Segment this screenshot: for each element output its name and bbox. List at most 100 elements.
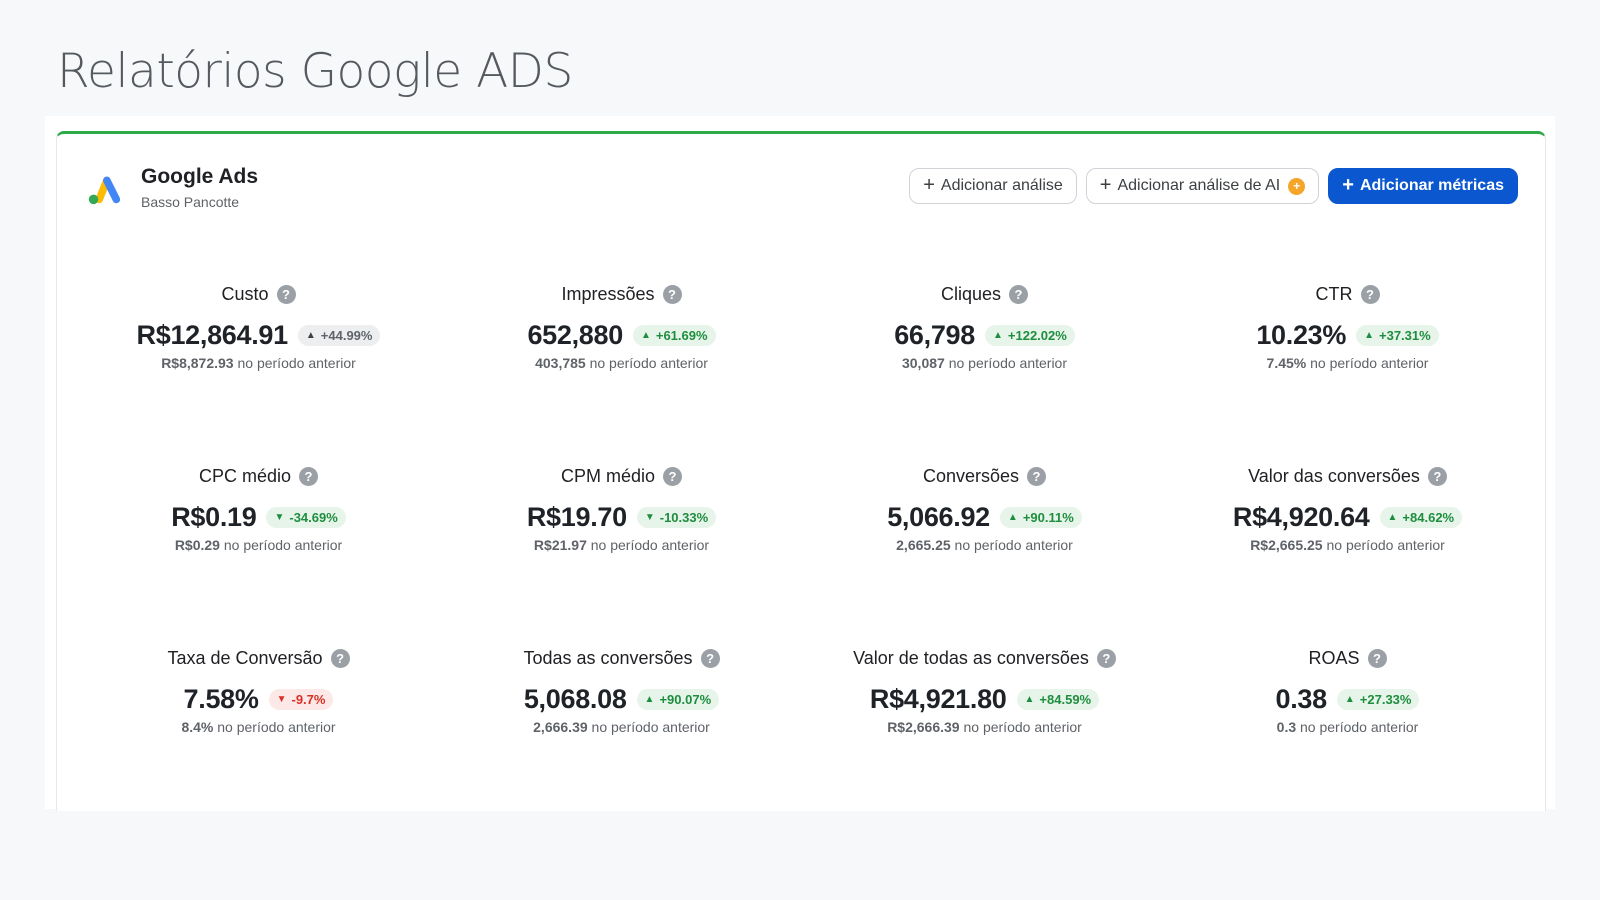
google-ads-logo-icon — [88, 176, 121, 205]
previous-value: R$2,665.25 — [1250, 537, 1323, 553]
card-header: Google Ads Basso Pancotte — [85, 164, 258, 212]
add-metrics-button[interactable]: + Adicionar métricas — [1328, 168, 1518, 204]
arrow-up-icon: ▲ — [1007, 511, 1018, 523]
metric-valor-conversoes: Valor das conversões? R$4,920.64 ▲ +84.62%… — [1166, 464, 1529, 646]
metric-label: Valor de todas as conversões — [853, 647, 1089, 668]
previous-suffix: no período anterior — [1326, 537, 1445, 553]
change-value: -9.7% — [291, 691, 326, 707]
previous-suffix: no período anterior — [589, 355, 708, 371]
action-bar: + Adicionar análise + Adicionar análise … — [909, 168, 1518, 204]
help-icon[interactable]: ? — [1096, 648, 1116, 668]
metric-label: Conversões — [922, 465, 1020, 486]
arrow-down-icon: ▼ — [276, 693, 287, 705]
previous-suffix: no período anterior — [1310, 355, 1429, 371]
change-value: -10.33% — [659, 509, 709, 525]
metric-label: Impressões — [561, 283, 655, 304]
previous-value: 8.4% — [181, 719, 214, 735]
metric-conversoes: Conversões? 5,066.92 ▲ +90.11% 2,665.25 no… — [803, 464, 1166, 646]
metric-value: R$4,920.64 — [1232, 501, 1370, 532]
previous-suffix: no período anterior — [217, 719, 336, 735]
metrics-grid: Custo? R$12,864.91 ▲ +44.99% R$8,872.93 no… — [77, 282, 1529, 828]
previous-value: 0.3 — [1276, 719, 1297, 735]
previous-suffix: no período anterior — [1300, 719, 1419, 735]
previous-suffix: no período anterior — [237, 355, 356, 371]
change-value: +84.59% — [1039, 691, 1092, 707]
metric-value: R$0.19 — [171, 501, 257, 532]
metric-value: 0.38 — [1275, 683, 1328, 714]
change-badge: ▼ -9.7% — [268, 688, 334, 710]
previous-value: R$21.97 — [533, 537, 587, 553]
previous-value: 403,785 — [535, 355, 586, 371]
previous-value: 2,665.25 — [896, 537, 951, 553]
help-icon[interactable]: ? — [1427, 466, 1447, 486]
help-icon[interactable]: ? — [299, 466, 319, 486]
help-icon[interactable]: ? — [1027, 466, 1047, 486]
arrow-up-icon: ▲ — [640, 329, 651, 341]
metric-label: CPC médio — [198, 465, 292, 486]
change-badge: ▲ +90.07% — [636, 688, 720, 710]
arrow-down-icon: ▼ — [644, 511, 655, 523]
help-icon[interactable]: ? — [662, 284, 682, 304]
previous-value: 7.45% — [1266, 355, 1307, 371]
change-badge: ▲ +37.31% — [1356, 324, 1439, 346]
change-badge: ▼ -34.69% — [266, 506, 346, 528]
previous-value: 2,666.39 — [533, 719, 588, 735]
metric-value: R$12,864.91 — [136, 319, 289, 350]
help-icon[interactable]: ? — [1367, 648, 1387, 668]
metric-value: 652,880 — [527, 319, 623, 350]
change-badge: ▲ +61.69% — [632, 324, 716, 346]
help-icon[interactable]: ? — [1009, 284, 1029, 304]
metric-todas-conversoes: Todas as conversões? 5,068.08 ▲ +90.07% 2,… — [440, 646, 803, 828]
metric-impressoes: Impressões? 652,880 ▲ +61.69% 403,785 no p… — [440, 282, 803, 464]
change-value: +90.11% — [1022, 509, 1074, 525]
metric-ctr: CTR? 10.23% ▲ +37.31% 7.45% no período ant… — [1166, 282, 1529, 464]
change-value: +84.62% — [1402, 509, 1455, 525]
add-metrics-label: Adicionar métricas — [1359, 177, 1504, 194]
add-ai-analysis-button[interactable]: + Adicionar análise de AI + — [1085, 168, 1320, 204]
add-ai-analysis-label: Adicionar análise de AI — [1117, 177, 1281, 194]
brand-title: Google Ads — [141, 165, 259, 188]
help-icon[interactable]: ? — [700, 648, 720, 668]
report-panel: Google Ads Basso Pancotte + Adicionar an… — [45, 116, 1555, 811]
metric-value: R$19.70 — [526, 501, 627, 532]
help-icon[interactable]: ? — [663, 466, 683, 486]
metric-value: 5,068.08 — [523, 683, 627, 714]
page-title: Relatórios Google ADS — [57, 44, 573, 99]
plus-icon: + — [923, 174, 935, 196]
metric-roas: ROAS? 0.38 ▲ +27.33% 0.3 no período anteri… — [1166, 646, 1529, 828]
previous-suffix: no período anterior — [954, 537, 1073, 553]
change-badge: ▲ +122.02% — [984, 324, 1075, 346]
change-value: +90.07% — [659, 691, 712, 707]
help-icon[interactable]: ? — [1360, 284, 1380, 304]
metric-label: Custo — [221, 283, 269, 304]
plus-icon: + — [1099, 174, 1112, 196]
metric-label: ROAS — [1308, 647, 1360, 668]
change-value: +61.69% — [655, 327, 708, 343]
change-value: +122.02% — [1007, 327, 1067, 343]
previous-value: R$0.29 — [174, 537, 220, 553]
change-value: +27.33% — [1359, 691, 1412, 707]
previous-value: R$8,872.93 — [161, 355, 234, 371]
add-analysis-button[interactable]: + Adicionar análise — [909, 168, 1077, 204]
brand-block: Google Ads Basso Pancotte — [141, 164, 258, 212]
help-icon[interactable]: ? — [276, 284, 296, 304]
change-value: +44.99% — [320, 327, 373, 343]
previous-suffix: no período anterior — [590, 537, 710, 553]
add-analysis-label: Adicionar análise — [940, 177, 1063, 194]
metric-value: 66,798 — [894, 319, 975, 350]
previous-value: 30,087 — [901, 355, 945, 371]
metric-taxa-conversao: Taxa de Conversão? 7.58% ▼ -9.7% 8.4% no p… — [77, 646, 440, 828]
help-icon[interactable]: ? — [330, 648, 350, 668]
arrow-down-icon: ▼ — [274, 511, 285, 523]
metric-label: CPM médio — [560, 465, 656, 486]
previous-suffix: no período anterior — [591, 719, 710, 735]
change-badge: ▲ +84.62% — [1379, 506, 1463, 528]
change-badge: ▲ +84.59% — [1016, 688, 1100, 710]
metric-label: CTR — [1315, 283, 1353, 304]
arrow-up-icon: ▲ — [992, 329, 1003, 341]
metric-value: 10.23% — [1256, 319, 1347, 350]
metric-label: Todas as conversões — [523, 647, 693, 668]
brand-subtitle: Basso Pancotte — [141, 194, 240, 210]
metric-value: 7.58% — [183, 683, 259, 714]
arrow-up-icon: ▲ — [1364, 329, 1374, 341]
